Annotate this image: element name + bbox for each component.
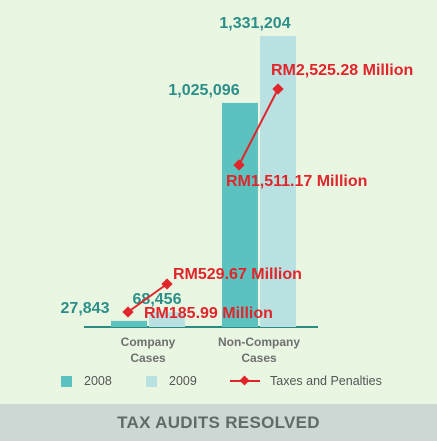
bar-2008-company <box>111 320 147 327</box>
category-label-non-company-line2: Cases <box>241 351 277 365</box>
legend-label-2009: 2009 <box>169 374 197 388</box>
legend-swatch-2009 <box>146 375 157 387</box>
taxes-label-2009-non-company: RM2,525.28 Million <box>271 62 413 79</box>
chart-title-banner: TAX AUDITS RESOLVED <box>0 404 437 441</box>
legend-item-2008: 2008 <box>61 374 112 388</box>
chart-title: TAX AUDITS RESOLVED <box>117 412 320 432</box>
value-label-2009-non-company: 1,331,204 <box>219 15 290 32</box>
value-label-2008-non-company: 1,025,096 <box>168 82 239 99</box>
legend-label-2008: 2008 <box>84 374 112 388</box>
taxes-label-2009-company: RM529.67 Million <box>173 266 302 283</box>
legend-swatch-2008 <box>61 375 72 387</box>
taxes-label-2008-non-company: RM1,511.17 Million <box>226 173 367 190</box>
legend: 2008 2009 Taxes and Penalties <box>0 374 437 394</box>
bar-chart: 27,843 68,456 1,025,096 1,331,204 RM185.99 … <box>61 15 414 365</box>
category-label-company-line1: Company <box>121 335 176 349</box>
taxes-label-2008-company: RM185.99 Million <box>144 305 273 322</box>
category-label-non-company-line1: Non-Company <box>218 335 300 349</box>
legend-item-taxes: Taxes and Penalties <box>230 374 382 388</box>
taxes-line-segment-company <box>127 283 168 313</box>
bar-2009-company <box>149 312 185 327</box>
taxes-point-2008-non-company <box>233 159 245 171</box>
taxes-line-segment-non-company <box>238 88 279 166</box>
legend-line-marker <box>230 375 260 387</box>
category-label-company-line2: Cases <box>130 351 166 365</box>
legend-label-taxes: Taxes and Penalties <box>270 374 382 388</box>
value-label-2008-company: 27,843 <box>61 300 110 317</box>
taxes-point-2009-company <box>161 278 173 290</box>
value-label-2009-company: 68,456 <box>133 291 182 308</box>
legend-item-2009: 2009 <box>146 374 197 388</box>
